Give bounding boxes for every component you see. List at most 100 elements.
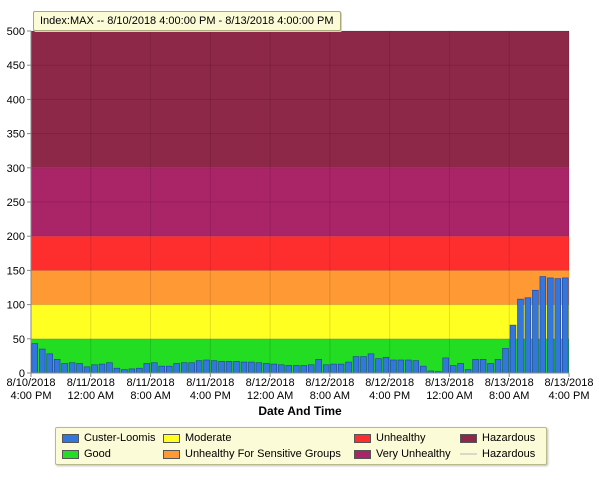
bar — [367, 353, 375, 374]
legend-swatch-usg — [163, 449, 180, 459]
bar — [479, 359, 487, 374]
x-tick-label-time: 8:00 AM — [130, 390, 170, 402]
band-very-unhealthy — [31, 167, 569, 237]
bar — [233, 361, 240, 374]
y-tick-label: 350 — [7, 129, 25, 141]
bar — [494, 359, 502, 374]
bar — [91, 364, 98, 374]
bar — [502, 348, 509, 374]
bar — [457, 363, 464, 374]
y-tick-label: 250 — [7, 197, 25, 209]
x-tick-label-date: 8/10/2018 — [7, 377, 56, 389]
bar — [106, 362, 113, 374]
legend-item-good: Good — [62, 446, 111, 462]
y-tick-label: 100 — [7, 300, 25, 312]
bar — [412, 360, 420, 374]
bar — [360, 356, 367, 374]
y-tick-label: 400 — [7, 94, 25, 106]
bar — [263, 363, 270, 374]
x-tick-label-time: 12:00 AM — [426, 390, 472, 402]
bar — [472, 359, 479, 374]
bar — [300, 365, 307, 374]
x-tick-label-date: 8/11/2018 — [186, 377, 234, 389]
band-unhealthy — [31, 236, 569, 271]
bar — [210, 360, 218, 374]
bar — [442, 357, 449, 374]
x-tick-label-time: 4:00 PM — [190, 390, 231, 402]
bar — [166, 365, 173, 374]
bar — [68, 362, 76, 374]
legend-item-moderate: Moderate — [163, 430, 231, 446]
chart-title: Index:MAX -- 8/10/2018 4:00:00 PM - 8/13… — [33, 11, 341, 31]
legend-label: Unhealthy — [376, 432, 426, 444]
band-unhealthy-for-sensitive-groups — [31, 270, 569, 305]
bar — [390, 359, 397, 374]
bar — [562, 277, 569, 374]
band-moderate — [31, 304, 569, 339]
bar — [517, 298, 524, 374]
y-tick-label: 500 — [7, 26, 25, 38]
bar — [345, 361, 352, 374]
bar — [330, 363, 337, 374]
y-tick-label: 150 — [7, 265, 25, 277]
x-tick-label-date: 8/12/2018 — [305, 377, 354, 389]
x-tick-label-time: 8:00 AM — [489, 390, 529, 402]
bar — [158, 365, 165, 374]
bar — [315, 359, 322, 374]
bar — [121, 369, 128, 374]
bar — [420, 365, 427, 374]
x-tick-label-time: 8:00 AM — [310, 390, 350, 402]
x-tick-label-time: 12:00 AM — [68, 390, 114, 402]
bar — [173, 363, 180, 374]
bar — [113, 367, 121, 374]
bar — [151, 362, 158, 374]
legend-label: Unhealthy For Sensitive Groups — [185, 448, 341, 460]
bars-layer — [31, 276, 569, 374]
x-tick-label-date: 8/12/2018 — [365, 377, 414, 389]
bar — [524, 297, 532, 374]
legend-swatch-moderate — [163, 433, 180, 443]
bar — [532, 289, 539, 374]
bar — [203, 359, 210, 374]
bar — [128, 368, 136, 374]
legend-label: Hazardous — [482, 432, 536, 444]
bar — [449, 365, 457, 374]
y-tick-label: 50 — [13, 334, 25, 346]
x-tick-label-date: 8/12/2018 — [246, 377, 295, 389]
band-hazardous — [31, 31, 569, 168]
bar — [539, 276, 547, 374]
bar — [464, 369, 472, 374]
bar — [195, 360, 203, 374]
bar — [53, 359, 61, 374]
bar — [188, 362, 195, 374]
bar — [240, 361, 248, 374]
legend-label: Very Unhealthy — [376, 448, 451, 460]
bar — [31, 343, 38, 374]
legend-label: Custer-Loomis — [84, 432, 156, 444]
bar — [98, 363, 106, 374]
x-tick-label-time: 12:00 AM — [247, 390, 293, 402]
bar — [225, 361, 233, 374]
bar — [278, 364, 285, 374]
bar — [285, 365, 293, 374]
legend-item-custer-loomis: Custer-Loomis — [62, 430, 156, 446]
bar — [270, 363, 278, 374]
aqi-band-layer — [31, 31, 569, 373]
bar — [143, 363, 151, 374]
legend-swatch-very-unhealthy — [354, 449, 371, 459]
x-tick-label-time: 4:00 PM — [549, 390, 590, 402]
grid-layer — [30, 30, 570, 374]
bar — [307, 364, 315, 374]
bar — [61, 363, 68, 374]
legend-swatch-good — [62, 449, 79, 459]
bar — [83, 366, 91, 374]
legend-label: Hazardous — [482, 448, 536, 460]
x-tick-label-date: 8/11/2018 — [67, 377, 115, 389]
legend-item-hazardous: Hazardous — [460, 430, 535, 446]
y-tick-label: 300 — [7, 163, 25, 175]
bar — [322, 364, 330, 374]
legend-swatch-hazardous-line — [460, 453, 477, 455]
bar — [180, 362, 188, 374]
bar — [509, 324, 517, 374]
y-tick-label: 0 — [19, 368, 25, 380]
